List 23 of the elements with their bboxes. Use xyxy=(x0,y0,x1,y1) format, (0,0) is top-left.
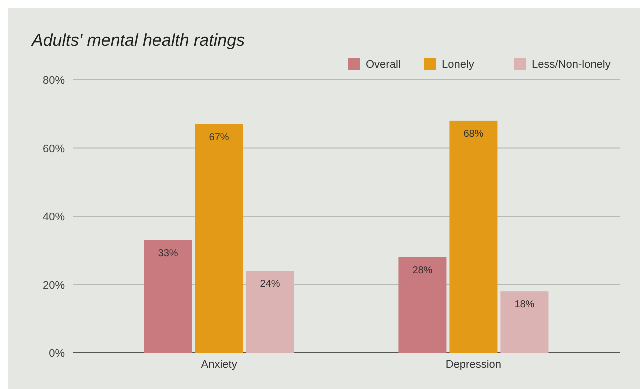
y-tick-label: 0% xyxy=(49,348,66,360)
bar xyxy=(450,120,498,353)
bar xyxy=(195,124,244,353)
legend-label: Less/Non-lonely xyxy=(532,59,612,71)
text: 68% xyxy=(464,128,484,140)
text: 24% xyxy=(260,279,280,290)
bar xyxy=(246,271,294,353)
x-tick-label: Anxiety xyxy=(201,359,238,371)
legend-label: Overall xyxy=(366,59,401,71)
text: 67% xyxy=(209,132,230,144)
x-tick-label: Depression xyxy=(446,359,502,371)
legend-label: Lonely xyxy=(442,59,475,71)
y-tick-label: 80% xyxy=(42,75,66,87)
text: 28% xyxy=(412,265,433,276)
y-tick-label: 20% xyxy=(42,280,66,292)
bar xyxy=(398,257,447,353)
bar xyxy=(144,240,192,353)
text: 33% xyxy=(158,248,178,260)
y-tick-label: 40% xyxy=(42,212,66,224)
bar xyxy=(500,292,549,353)
text: 18% xyxy=(514,300,535,311)
y-tick-label: 60% xyxy=(42,143,66,156)
chart-title: Adults' mental health ratings xyxy=(31,31,246,50)
